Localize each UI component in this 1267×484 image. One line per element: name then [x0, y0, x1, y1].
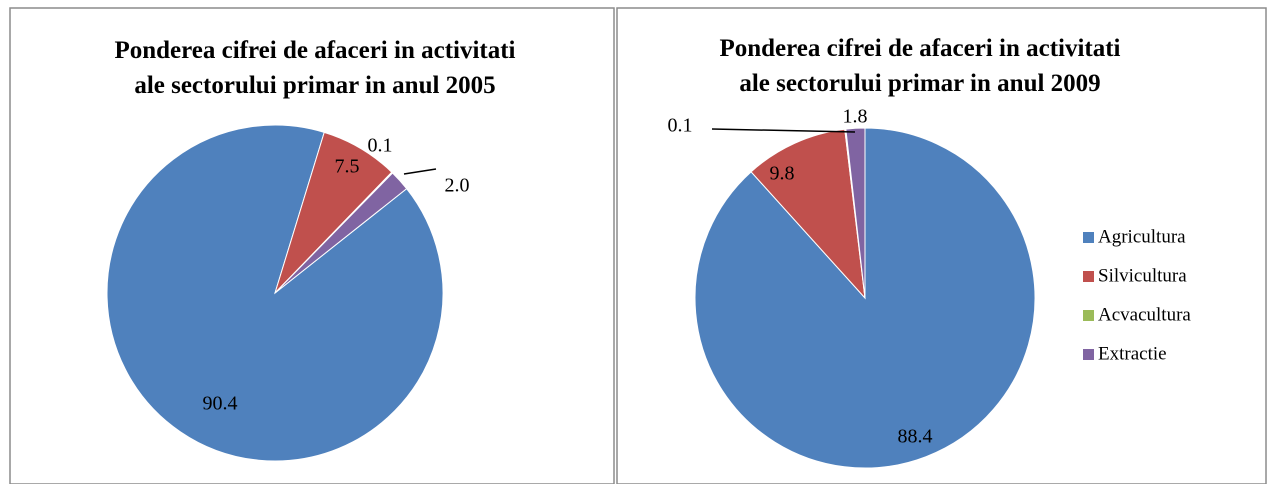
legend-label: Silvicultura [1098, 265, 1187, 286]
data-label: 7.5 [335, 156, 360, 178]
data-label: 0.1 [668, 115, 693, 137]
leader-line [403, 168, 437, 175]
leader-line [711, 128, 856, 133]
pie-slice [750, 128, 866, 300]
pie-slice [845, 127, 866, 299]
legend-swatch [1083, 232, 1094, 243]
legend-label: Agricultura [1098, 226, 1186, 247]
pie-slice [274, 172, 408, 294]
data-label: 90.4 [203, 393, 238, 415]
legend-swatch [1083, 310, 1094, 321]
data-label: 0.1 [368, 135, 393, 157]
legend-swatch [1083, 271, 1094, 282]
legend-label: Extractie [1098, 343, 1167, 364]
data-label: 88.4 [898, 426, 933, 448]
chart-title: Ponderea cifrei de afaceri in activitati… [719, 35, 1120, 97]
data-label: 2.0 [445, 175, 470, 197]
legend-label: Acvacultura [1098, 304, 1191, 325]
legend-swatch [1083, 349, 1094, 360]
data-label: 9.8 [770, 163, 795, 185]
chart-title: Ponderea cifrei de afaceri in activitati… [114, 37, 515, 99]
data-label: 1.8 [843, 106, 868, 128]
